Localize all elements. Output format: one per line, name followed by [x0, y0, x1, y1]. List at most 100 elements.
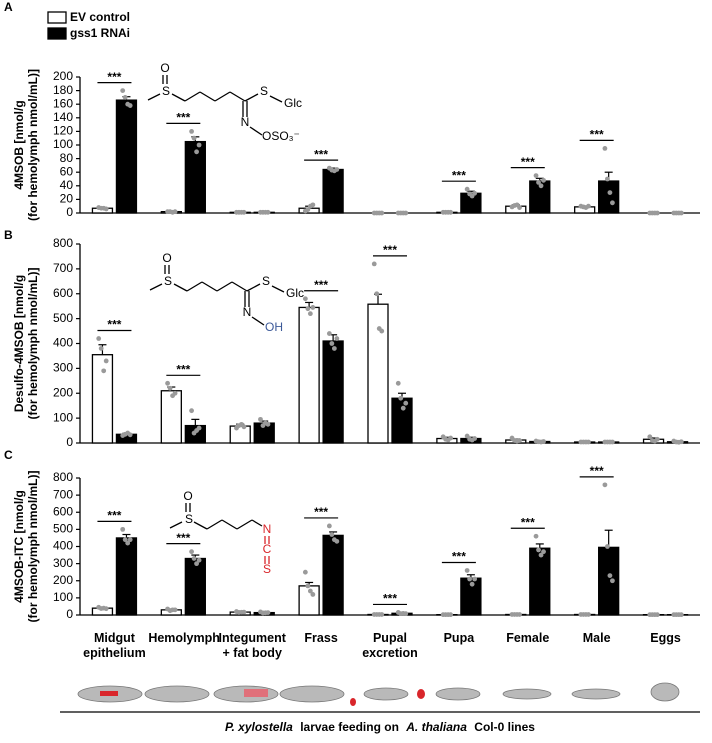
- y-tick-label: 400: [53, 336, 73, 350]
- structure-label: S: [162, 84, 170, 98]
- structure-label: Glc: [286, 286, 304, 300]
- data-point: [467, 576, 473, 582]
- data-point: [517, 205, 522, 210]
- data-point: [241, 609, 247, 615]
- significance-label: ***: [314, 505, 328, 519]
- data-point: [605, 176, 610, 182]
- significance-label: ***: [176, 362, 190, 376]
- panel-label: C: [4, 448, 13, 462]
- x-tick-label: Integument + fat body: [218, 631, 286, 660]
- y-tick-label: 700: [53, 487, 73, 501]
- bar: [391, 397, 413, 444]
- significance-label: ***: [590, 464, 604, 478]
- data-point: [610, 200, 615, 206]
- data-point: [265, 610, 271, 616]
- data-point: [538, 552, 544, 558]
- data-point: [196, 557, 202, 563]
- larva-images: [77, 682, 680, 706]
- y-tick-label: 400: [53, 539, 73, 553]
- data-point: [120, 88, 126, 93]
- data-point: [326, 331, 332, 336]
- structure: [147, 75, 283, 136]
- structure-label: O: [162, 251, 171, 265]
- significance-label: ***: [107, 509, 121, 523]
- significance-label: ***: [521, 515, 535, 529]
- data-point: [307, 588, 313, 594]
- y-axis-label: Desulfo-4MSOB [nmol/g: [12, 275, 26, 412]
- data-point: [189, 129, 194, 134]
- structure-label: N: [241, 115, 250, 129]
- x-tick-label: Pupal excretion: [362, 631, 418, 660]
- bar: [115, 99, 138, 214]
- data-point: [127, 432, 133, 438]
- data-point: [122, 95, 128, 100]
- data-point: [654, 436, 660, 442]
- x-tick-label: Midgut epithelium: [83, 631, 146, 660]
- y-tick-label: 100: [53, 590, 73, 604]
- bar: [184, 557, 206, 616]
- data-point: [472, 576, 478, 582]
- data-point: [647, 434, 653, 440]
- structure-label: S: [260, 84, 268, 98]
- significance-label: ***: [590, 128, 604, 142]
- bar: [598, 546, 620, 616]
- data-point: [165, 380, 170, 386]
- data-point: [541, 439, 546, 444]
- data-point: [305, 306, 311, 312]
- y-tick-label: 800: [53, 236, 73, 250]
- data-point: [464, 186, 470, 192]
- data-point: [120, 526, 126, 532]
- y-tick-label: 700: [53, 261, 73, 275]
- data-point: [302, 569, 308, 575]
- y-tick-label: 60: [60, 164, 74, 178]
- data-point: [533, 173, 539, 179]
- data-point: [472, 436, 478, 441]
- data-point: [167, 385, 173, 391]
- data-point: [326, 523, 332, 529]
- data-point: [517, 612, 522, 617]
- x-tick-label: Male: [582, 631, 611, 645]
- data-point: [101, 368, 107, 374]
- structure: [264, 536, 270, 564]
- significance-label: ***: [107, 70, 121, 84]
- bar: [367, 303, 389, 444]
- data-point: [127, 537, 133, 543]
- significance-label: ***: [176, 531, 190, 545]
- x-tick-label: Frass: [304, 631, 338, 645]
- footer-part: A. thaliana: [405, 720, 467, 734]
- data-point: [305, 583, 311, 589]
- structure: [169, 503, 263, 530]
- y-axis-label: 4MSOB-ITC [nmol/g: [12, 490, 26, 603]
- data-point: [194, 561, 199, 567]
- y-tick-label: 40: [60, 178, 74, 192]
- y-axis-label: (for hemolymph nmol/mL)]: [26, 69, 40, 221]
- data-point: [127, 103, 133, 108]
- data-point: [334, 336, 340, 341]
- data-point: [122, 537, 128, 543]
- data-point: [678, 612, 684, 618]
- x-tick-label: Pupa: [443, 631, 475, 645]
- y-tick-label: 200: [53, 573, 73, 587]
- bar: [160, 390, 182, 444]
- structure-label: S: [185, 512, 193, 526]
- y-tick-label: 600: [53, 286, 73, 300]
- bar: [322, 168, 344, 214]
- data-point: [265, 421, 271, 427]
- data-point: [310, 305, 316, 310]
- data-point: [536, 180, 541, 185]
- data-point: [379, 210, 385, 216]
- data-point: [469, 581, 475, 587]
- data-point: [541, 549, 546, 555]
- data-point: [379, 328, 385, 334]
- panel-label: A: [4, 0, 13, 14]
- data-point: [334, 167, 340, 172]
- y-axis-label: (for hemolymph nmol/mL)]: [26, 268, 40, 420]
- structure-label: S: [262, 274, 270, 288]
- y-tick-label: 160: [53, 96, 73, 110]
- significance-label: ***: [521, 155, 535, 169]
- data-point: [403, 210, 409, 216]
- data-point: [395, 380, 401, 386]
- legend-swatch: [47, 27, 67, 40]
- y-tick-label: 200: [53, 69, 73, 83]
